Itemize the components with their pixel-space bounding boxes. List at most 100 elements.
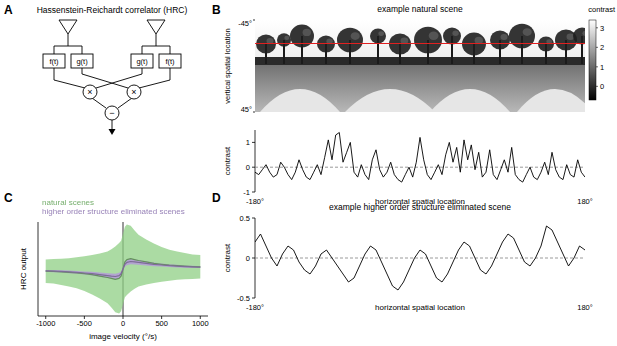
scene-image xyxy=(255,20,593,112)
connector xyxy=(142,46,170,54)
sampled-row xyxy=(255,43,585,44)
x-tick-label: -180° xyxy=(246,303,264,312)
tree-light xyxy=(582,31,585,36)
tree-light xyxy=(523,28,532,36)
y-tick xyxy=(252,192,255,193)
x-tick-label: -500 xyxy=(77,319,92,328)
connector xyxy=(139,68,170,88)
x-tick-label: 500 xyxy=(155,319,168,328)
output-line xyxy=(112,120,113,130)
panel-label: B xyxy=(212,3,221,17)
x-tick-label: 180° xyxy=(577,197,593,206)
colorbar-tick xyxy=(596,47,598,48)
operator-node xyxy=(127,85,141,99)
tree-canopy xyxy=(573,27,585,44)
panel-label: C xyxy=(4,191,13,205)
y-tick xyxy=(252,142,255,143)
filter-box xyxy=(71,54,93,68)
filter-box xyxy=(159,54,181,68)
tree-canopy xyxy=(414,27,442,54)
y-tick xyxy=(252,258,255,259)
tree-canopy xyxy=(443,27,461,44)
output-arrow xyxy=(109,129,116,135)
zero-line xyxy=(255,167,585,168)
connector xyxy=(54,68,85,88)
colorbar-tick xyxy=(596,27,598,28)
y-axis-label: contrast xyxy=(223,243,232,272)
y-axis-label: contrast xyxy=(223,146,232,175)
connector xyxy=(156,34,157,46)
data-line xyxy=(255,226,585,290)
x-axis-label: image velocity (°/s) xyxy=(89,332,157,341)
y-axis xyxy=(38,222,39,316)
operator-symbol: × xyxy=(87,87,92,97)
tree-light xyxy=(378,31,384,36)
treeline xyxy=(255,57,585,65)
colorbar-tick-label: 0 xyxy=(600,82,604,91)
x-tick-label: 180° xyxy=(577,303,593,312)
y-tick-label: -0.5 xyxy=(237,294,250,303)
data-line xyxy=(255,133,585,183)
photoreceptor xyxy=(59,20,77,34)
x-tick-label: 0 xyxy=(121,319,125,328)
x-axis-label: horizontal spatial location xyxy=(375,303,465,312)
colorbar-tick-label: 3 xyxy=(600,24,604,33)
operator-symbol: − xyxy=(109,108,114,118)
tick-label: 45° xyxy=(241,105,252,114)
error-band xyxy=(46,224,201,313)
image-title: example natural scene xyxy=(377,4,463,14)
x-tick-label: 1000 xyxy=(192,319,209,328)
tick-label: -45° xyxy=(238,19,252,28)
y-tick-label: 0 xyxy=(246,163,250,172)
y-tick-label: -1 xyxy=(243,188,250,197)
tree-light xyxy=(429,32,439,40)
panel-label: A xyxy=(4,3,13,17)
connector xyxy=(54,46,82,54)
legend-entry: higher order structure eliminated scenes xyxy=(42,207,185,216)
chart-title: example higher order structure eliminate… xyxy=(329,202,511,212)
tree-light xyxy=(452,31,458,36)
tree-canopy xyxy=(490,31,510,50)
operator-symbol: × xyxy=(131,87,136,97)
connector xyxy=(118,98,132,108)
connector xyxy=(92,98,106,108)
plot-area xyxy=(255,226,585,290)
tree-light xyxy=(475,37,483,44)
path-highlight xyxy=(430,89,510,112)
hrc-diagram: Hassenstein-Reichardt correlator (HRC) f(… xyxy=(37,5,188,135)
filter-box xyxy=(131,54,153,68)
tree-canopy xyxy=(337,28,363,53)
path-highlight xyxy=(517,89,585,112)
filter-label: f(t) xyxy=(49,57,59,66)
tree-light xyxy=(351,32,360,40)
path-highlight xyxy=(345,89,435,112)
y-tick-label: 1 xyxy=(246,138,250,147)
tree-canopy xyxy=(370,28,386,43)
tree-light xyxy=(284,36,289,40)
chart: -1000-50005001000natural sceneshigher or… xyxy=(19,198,209,341)
tree-canopy xyxy=(277,33,291,46)
filter-label: g(t) xyxy=(136,57,148,66)
figure: ABCDHassenstein-Reichardt correlator (HR… xyxy=(0,0,617,346)
data-line xyxy=(46,262,201,277)
tree-light xyxy=(501,34,508,40)
y-axis xyxy=(255,130,256,192)
filter-box xyxy=(43,54,65,68)
photoreceptor xyxy=(147,20,165,34)
y-tick-label: 0 xyxy=(246,254,250,263)
filter-label: f(t) xyxy=(165,57,175,66)
tree-canopy xyxy=(509,24,535,49)
y-tick xyxy=(252,298,255,299)
x-tick-label: -1000 xyxy=(36,319,55,328)
tick xyxy=(253,112,255,113)
diagram-title: Hassenstein-Reichardt correlator (HRC) xyxy=(37,5,188,15)
tick xyxy=(253,20,255,21)
y-tick-label: 0.5 xyxy=(240,214,250,223)
plot-area xyxy=(255,133,585,183)
operator-node xyxy=(83,85,97,99)
y-axis-label: HRC output xyxy=(19,247,28,290)
filter-label: g(t) xyxy=(76,57,88,66)
chart: -0.5 0 0.5 -180° 180° example higher order st… xyxy=(223,202,593,312)
tree-light xyxy=(303,29,311,36)
operator-node xyxy=(105,106,119,120)
